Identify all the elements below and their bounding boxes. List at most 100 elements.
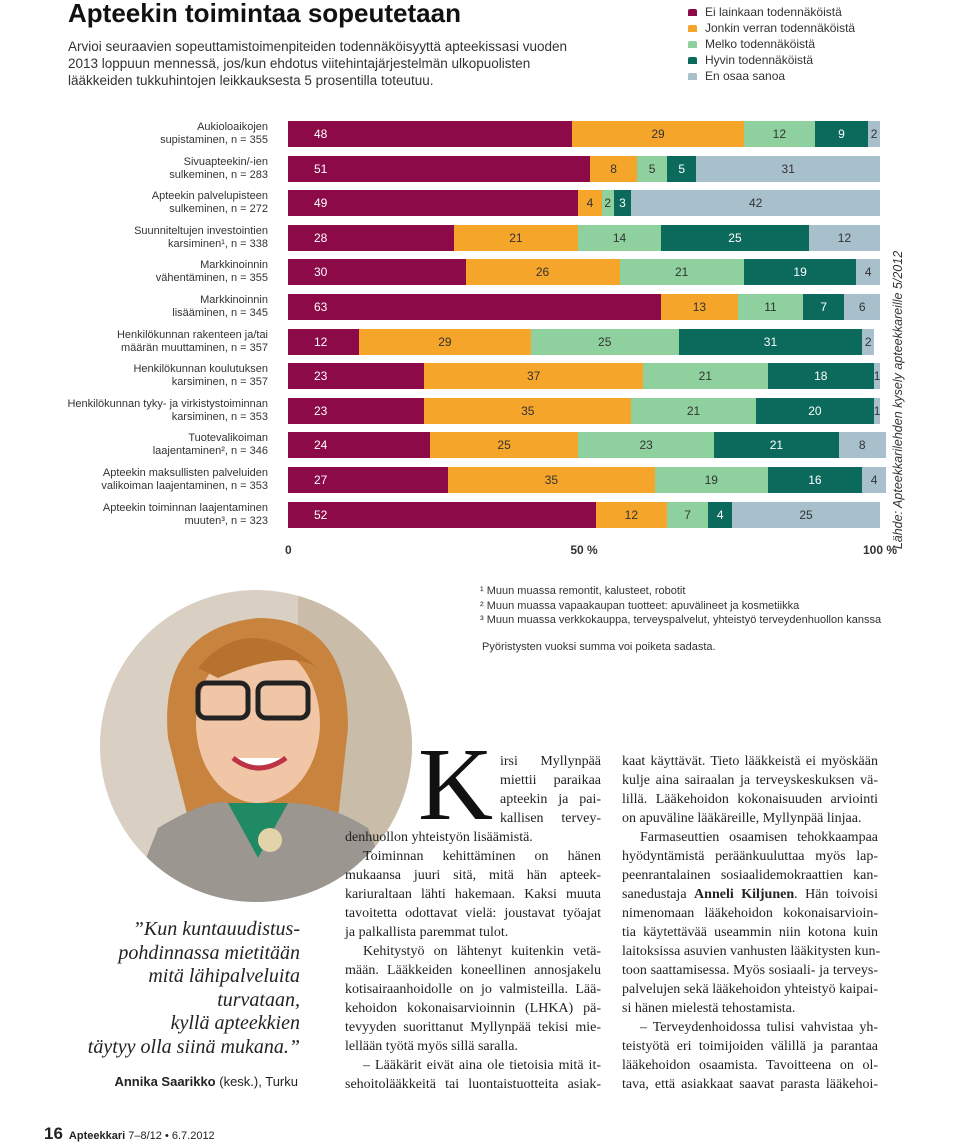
text: . Hän toivoisi [794, 887, 878, 902]
text-line: sanedustaja Anneli Kiljunen. Hän toivois… [622, 885, 878, 904]
category-label: Sivuapteekin/-ien sulkeminen, n = 283 [169, 155, 268, 181]
bar-segment [288, 501, 596, 528]
bar-segment [424, 363, 644, 390]
bar-segment [743, 121, 815, 147]
text-line: laitoksissa asuvien vanhusten lääkityste… [622, 944, 881, 959]
category-label: Henkilökunnan tyky- ja virkistystoiminna… [67, 397, 268, 423]
value-label: 5 [678, 161, 686, 176]
value-label: 4 [586, 196, 594, 211]
text-line: Toiminnan kehittäminen on hänen [363, 849, 601, 864]
bar-segment [288, 155, 590, 182]
bar-segment [288, 397, 425, 424]
legend-swatch [688, 24, 697, 32]
text-line: kariuraltaan lähti hakemaan. Kaksi muuta [345, 887, 601, 902]
value-label: 24 [314, 438, 328, 453]
bar-segment [288, 259, 466, 286]
legend-label: Jonkin verran todennäköistä [705, 21, 856, 35]
article-column: denhuollon yhteistyön lisäämistä. Toiminn… [345, 828, 601, 1094]
value-label: 23 [639, 438, 653, 453]
intro-line: 2013 loppuun mennessä, jos/kun ehdotus v… [68, 56, 531, 71]
value-label: 12 [837, 230, 852, 245]
value-label: 35 [521, 403, 535, 418]
text-line: tevyyden suorittanut Myllynpää tekisi mi… [345, 1020, 601, 1035]
value-label: 26 [535, 265, 550, 280]
text-line: – Terveydenhoidossa tulisi vahvistaa yh- [640, 1020, 878, 1035]
bar-segment [666, 501, 709, 528]
bar-segment [755, 397, 875, 424]
value-label: 2 [864, 334, 872, 349]
category-label: Aukioloaikojen supistaminen, n = 355 [160, 121, 268, 146]
pull-quote: ”Kun kuntauudistus-pohdinnassa mietitään… [80, 918, 300, 1059]
legend: Ei lainkaan todennäköistä Jonkin verran t… [688, 4, 855, 84]
bar-segment [447, 467, 656, 493]
category-label: Henkilökunnan rakenteen ja/tai määrän mu… [116, 328, 268, 354]
quote-line: turvataan, [217, 988, 300, 1011]
value-label: 4 [870, 473, 878, 487]
bar-segment [613, 190, 632, 217]
text-line: denhuollon yhteistyön lisäämistä. [345, 830, 533, 845]
text-line: palvelujen sekä lääkehoidon yhteistyö ka… [622, 982, 878, 997]
category-label: Apteekin toiminnan laajentaminen muuten³… [102, 501, 268, 527]
note: Pyöristysten vuoksi summa voi poiketa sa… [482, 641, 716, 653]
bar-segment [808, 224, 880, 251]
intro-line: lääkkeiden tukkuhintojen leikkauksesta 5… [68, 73, 434, 88]
text-line: tavoitetta odottavat vielä: joustavat ty… [345, 906, 601, 921]
value-label: 11 [764, 300, 777, 314]
value-label: 37 [526, 369, 541, 384]
portrait [100, 590, 412, 902]
value-label: 31 [781, 161, 795, 176]
text-line: lillä. Lääkehoidon kokonaisuuden arvioin… [622, 792, 878, 807]
issue: 7–8/12 • 6.7.2012 [128, 1130, 215, 1142]
value-label: 21 [686, 403, 701, 418]
value-label: 21 [698, 369, 713, 384]
value-label: 25 [728, 230, 742, 245]
bar-segment [666, 155, 697, 182]
bar-segment [862, 467, 886, 493]
source: Lähde: Apteekkarilehden kysely apteekkar… [891, 250, 905, 550]
bar-segment [572, 121, 744, 147]
quote-line: ”Kun kuntauudistus- [132, 918, 300, 940]
text-line: on apuväline lääkäreille, Myllynpää linj… [622, 811, 862, 826]
legend-swatch [688, 72, 697, 80]
quote-line: täytyy olla siinä mukana.” [87, 1035, 300, 1058]
value-label: 8 [858, 438, 866, 453]
category-label: Tuotevalikoiman laajentaminen², n = 346 [152, 432, 268, 458]
bar-segment [631, 397, 756, 424]
category-label: Suunniteltujen investointien karsiminen¹… [134, 224, 268, 250]
x-tick-label: 0 [285, 543, 292, 557]
bar-segment [737, 294, 804, 320]
bar-segment [578, 224, 661, 251]
intro: Arvioi seuraavien sopeuttamistoimenpitei… [68, 38, 567, 89]
title: Apteekin toimintaa sopeutetaan [68, 0, 461, 28]
bar-segment [631, 190, 880, 217]
bar-segment [288, 363, 425, 390]
value-label: 12 [772, 127, 787, 141]
text-line: lellään työtä myös sillä saralla. [345, 1039, 519, 1054]
text: sanedustaja [622, 887, 687, 902]
text-line: irsi Myllynpää [500, 754, 601, 769]
text-line: tia käytettävää useammin niin kotona kui… [622, 925, 878, 940]
value-label: 52 [314, 507, 328, 522]
value-label: 29 [651, 127, 665, 141]
legend-label: En osaa sanoa [705, 69, 786, 83]
text-line: mukaansa juuri sitä, mitä hän apteek- [345, 868, 601, 883]
value-label: 3 [619, 196, 626, 211]
value-label: 7 [820, 300, 828, 314]
text-line: kallisen tervey- [500, 811, 601, 826]
legend-label: Ei lainkaan todennäköistä [705, 5, 842, 19]
x-tick-label: 50 % [570, 543, 598, 557]
bar-segment [856, 259, 880, 286]
text-line: Kehitystyö on lähtenyt kuitenkin vetä- [363, 944, 601, 959]
bar-segment [732, 501, 880, 528]
value-label: 30 [314, 265, 328, 280]
legend-swatch [688, 8, 697, 16]
name: Anneli Kiljunen [694, 887, 795, 902]
category-label: Markkinoinnin vähentäminen, n = 355 [155, 259, 268, 285]
page-number: 16 [44, 1124, 63, 1143]
footnote: ² Muun muassa vapaakaupan tuotteet: apuv… [480, 599, 800, 612]
value-label: 4 [716, 507, 724, 522]
author-affiliation: (kesk.), Turku [219, 1074, 298, 1089]
quote-line: kyllä apteekkien [170, 1012, 300, 1034]
quote-line: pohdinnassa mietitään [118, 941, 300, 964]
